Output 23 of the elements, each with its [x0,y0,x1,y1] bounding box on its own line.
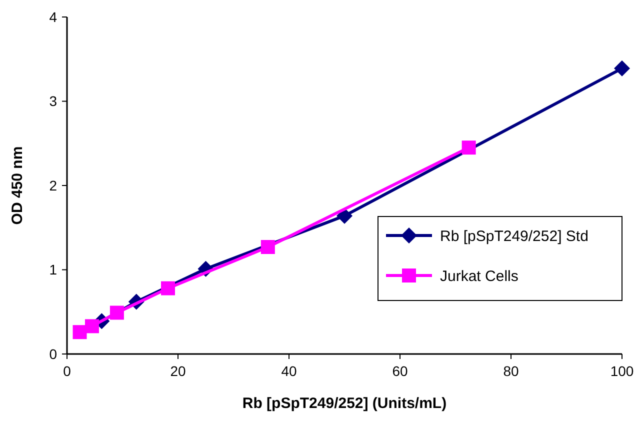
x-tick-label: 60 [392,363,408,379]
point [260,240,275,254]
x-tick-label: 100 [610,363,634,379]
x-axis-title: Rb [pSpT249/252] (Units/mL) [242,395,447,412]
x-tick-label: 20 [170,363,186,379]
x-tick-label: 40 [281,363,297,379]
point [161,281,176,296]
legend-label: Rb [pSpT249/252] Std [440,228,588,245]
point [462,140,476,155]
point [336,208,352,224]
y-tick-label: 2 [49,177,58,194]
y-tick-label: 1 [49,262,58,278]
y-tick-label: 3 [49,93,58,110]
y-tick-label: 4 [49,8,58,25]
y-axis-title: OD 450 nm [9,146,26,225]
point [110,306,124,320]
legend-label: Jurkat Cells [440,268,518,285]
x-tick-label: 0 [63,363,72,379]
x-tick-label: 80 [503,363,519,379]
point [72,325,87,340]
point [84,319,99,334]
y-tick-label: 0 [49,346,58,362]
point [614,60,630,76]
